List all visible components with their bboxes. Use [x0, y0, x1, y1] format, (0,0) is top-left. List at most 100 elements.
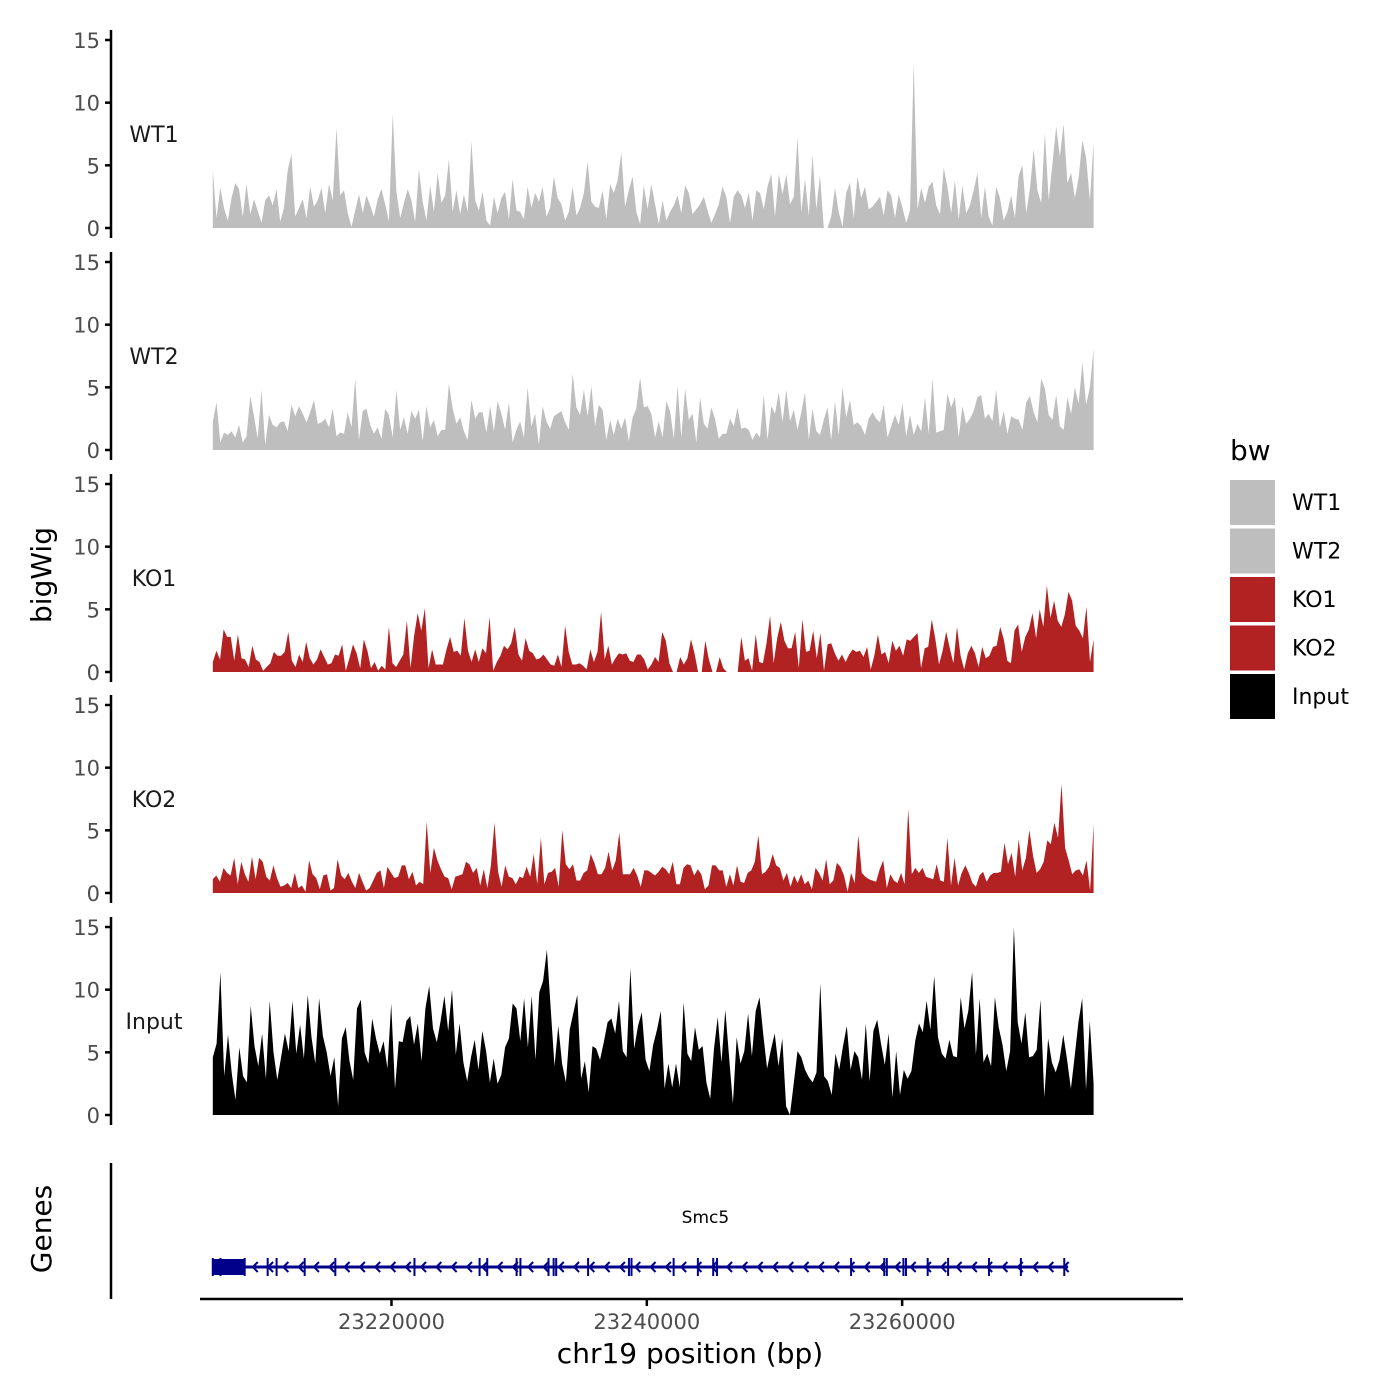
- gene-models: Smc5: [211, 1208, 1070, 1276]
- strand-arrow: [1016, 1261, 1024, 1273]
- strand-arrow: [603, 1261, 611, 1273]
- track-label-input: Input: [126, 1010, 183, 1035]
- legend-label: Input: [1292, 685, 1349, 710]
- y-tick-label: 0: [87, 217, 100, 241]
- strand-arrow: [985, 1261, 993, 1273]
- legend-item-input: Input: [1230, 674, 1349, 719]
- strand-arrow: [419, 1261, 427, 1273]
- y-tick-label: 10: [73, 92, 100, 116]
- strand-arrow: [327, 1261, 335, 1273]
- track-label-wt2: WT2: [129, 345, 178, 370]
- strand-arrow: [251, 1261, 259, 1273]
- y-tick-label: 5: [87, 1041, 100, 1065]
- strand-arrow: [939, 1261, 947, 1273]
- legend-swatch: [1230, 528, 1275, 574]
- strand-arrow: [679, 1261, 687, 1273]
- strand-arrow: [848, 1261, 856, 1273]
- strand-arrow: [1001, 1261, 1009, 1273]
- y-tick-label: 0: [87, 661, 100, 685]
- signal-area-ko1: [212, 585, 1094, 672]
- signal-area-wt2: [212, 348, 1094, 450]
- strand-arrow: [404, 1261, 412, 1273]
- y-tick-label: 10: [73, 979, 100, 1003]
- x-tick-label: 23240000: [593, 1310, 700, 1334]
- x-tick-label: 23260000: [849, 1310, 956, 1334]
- y-tick-label: 15: [73, 916, 100, 940]
- legend-label: KO2: [1292, 637, 1337, 662]
- strand-arrow: [343, 1261, 351, 1273]
- strand-arrow: [557, 1261, 565, 1273]
- strand-arrow: [480, 1261, 488, 1273]
- strand-arrow: [358, 1261, 366, 1273]
- legend-label: KO1: [1292, 588, 1337, 613]
- strand-arrow: [1031, 1261, 1039, 1273]
- legend-label: WT1: [1292, 491, 1341, 516]
- strand-arrow: [511, 1261, 519, 1273]
- strand-arrow: [526, 1261, 534, 1273]
- genes-axis-title: Genes: [25, 1185, 58, 1273]
- strand-arrow: [1062, 1261, 1070, 1273]
- y-tick-label: 0: [87, 1104, 100, 1128]
- y-axis-title: bigWig: [25, 527, 58, 623]
- y-tick-label: 5: [87, 598, 100, 622]
- strand-arrow: [312, 1261, 320, 1273]
- legend-item-ko1: KO1: [1230, 577, 1337, 622]
- y-tick-label: 15: [73, 29, 100, 53]
- legend: bw WT1 WT2 KO1 KO2 Input: [1230, 434, 1349, 719]
- strand-arrow: [618, 1261, 626, 1273]
- signal-area-wt1: [212, 63, 1094, 228]
- strand-arrow: [863, 1261, 871, 1273]
- y-tick-label: 5: [87, 376, 100, 400]
- strand-arrow: [786, 1261, 794, 1273]
- strand-arrow: [587, 1261, 596, 1273]
- strand-arrow: [465, 1261, 473, 1273]
- legend-label: WT2: [1292, 540, 1341, 565]
- strand-arrow: [649, 1261, 657, 1273]
- strand-arrow: [434, 1261, 443, 1273]
- strand-arrow: [695, 1261, 703, 1273]
- genes-track: Smc5: [109, 1163, 1070, 1299]
- strand-arrow: [266, 1261, 274, 1273]
- y-tick-label: 10: [73, 757, 100, 781]
- strand-arrow: [909, 1261, 917, 1273]
- gene-smc5: Smc5: [211, 1208, 1070, 1276]
- legend-item-wt2: WT2: [1230, 528, 1341, 574]
- strand-arrow: [740, 1261, 749, 1273]
- x-tick-label: 23220000: [338, 1310, 445, 1334]
- x-axis-ticks: 23220000 23240000 23260000: [338, 1299, 956, 1334]
- track-ko1: 0 5 10 15 KO1: [73, 473, 1094, 685]
- y-tick-label: 0: [87, 439, 100, 463]
- y-tick-label: 10: [73, 536, 100, 560]
- strand-arrow: [389, 1261, 397, 1273]
- legend-item-ko2: KO2: [1230, 625, 1337, 671]
- legend-swatch: [1230, 480, 1275, 525]
- y-tick-label: 15: [73, 473, 100, 497]
- strand-arrow: [281, 1261, 290, 1273]
- strand-arrow: [710, 1261, 718, 1273]
- strand-arrow: [496, 1261, 504, 1273]
- signal-tracks: 0 5 10 15 WT1 0 5 10 15 WT2 0 5 10 15 KO1 0 5 10 15 KO2 0 5 10…: [73, 29, 1094, 1128]
- y-tick-label: 10: [73, 314, 100, 338]
- track-ko2: 0 5 10 15 KO2: [73, 694, 1094, 906]
- track-wt2: 0 5 10 15 WT2: [73, 251, 1094, 463]
- signal-area-ko2: [212, 784, 1094, 893]
- strand-arrow: [633, 1261, 641, 1273]
- legend-swatch: [1230, 625, 1275, 671]
- strand-arrow: [878, 1261, 886, 1273]
- strand-arrow: [893, 1261, 902, 1273]
- y-tick-label: 15: [73, 251, 100, 275]
- strand-arrow: [373, 1261, 381, 1273]
- strand-arrow: [297, 1261, 305, 1273]
- track-wt1: 0 5 10 15 WT1: [73, 29, 1094, 241]
- gene-block: [212, 1259, 245, 1275]
- legend-swatch: [1230, 577, 1275, 622]
- legend-title: bw: [1230, 434, 1271, 467]
- strand-arrow: [970, 1261, 978, 1273]
- strand-arrow: [771, 1261, 779, 1273]
- strand-arrow: [572, 1261, 580, 1273]
- y-tick-label: 15: [73, 694, 100, 718]
- track-label-ko2: KO2: [132, 788, 177, 813]
- strand-arrow: [542, 1261, 550, 1273]
- track-label-ko1: KO1: [132, 567, 177, 592]
